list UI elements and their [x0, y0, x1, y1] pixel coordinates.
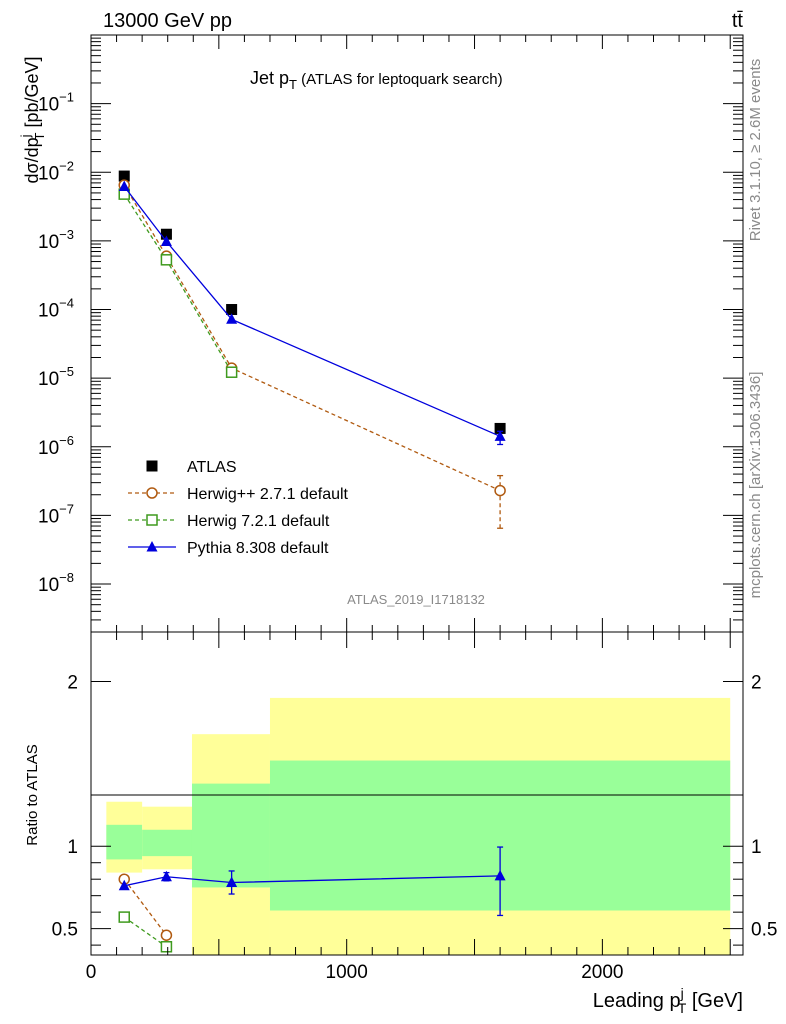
data-point: [118, 911, 130, 923]
data-point: [494, 484, 506, 497]
legend-item-atlas: ATLAS: [146, 459, 237, 476]
legend-item-herwig-2-7-1-default: Herwig++ 2.7.1 default: [128, 486, 349, 503]
uncertainty-band-inner: [191, 783, 270, 888]
data-point: [118, 180, 130, 192]
main-panel: 10−810−710−610−510−410−310−210−1 dσ/dpjT…: [18, 34, 744, 633]
legend: ATLAS Herwig++ 2.7.1 default Herwig 7.2.1 …: [128, 459, 349, 557]
main-y-tick-label: 10−3: [38, 227, 74, 253]
main-y-tick-label: 10−4: [38, 296, 74, 322]
ratio-series-pythia-8-308-default: [118, 846, 506, 917]
legend-item-pythia-8-308-default: Pythia 8.308 default: [128, 540, 329, 557]
legend-label: Herwig++ 2.7.1 default: [187, 486, 349, 503]
main-y-tick-label: 10−7: [38, 501, 74, 527]
ratio-y-tick-label-right: 2: [751, 672, 762, 693]
data-point: [225, 366, 238, 378]
main-y-tick-labels: 10−8 10−7 10−6 10−5 10−4 10−3 10−2 10−1: [38, 90, 74, 596]
uncertainty-band-inner: [106, 824, 143, 860]
main-y-tick-label: 10−1: [38, 90, 74, 116]
ratio-tick-labels: 0.5 0.5 1 1 2 2 0 1000 2000: [52, 672, 778, 983]
rivet-label: Rivet 3.1.10, ≥ 2.6M events: [747, 59, 764, 242]
data-point: [160, 235, 172, 246]
data-point: [494, 422, 506, 434]
series-atlas: [118, 170, 506, 434]
main-y-tick-label: 10−2: [38, 158, 74, 184]
header-left: 13000 GeV pp: [103, 10, 232, 32]
data-point: [226, 876, 238, 887]
series-pythia-8-308-default: [118, 180, 506, 446]
ratio-y-tick-label-right: 1: [751, 837, 762, 858]
ratio-y-tick-label-left: 0.5: [52, 920, 78, 941]
data-point: [226, 313, 238, 324]
legend-marker: [146, 487, 158, 499]
ratio-y-axis-label: Ratio to ATLAS: [24, 744, 41, 845]
ratio-y-tick-label-right: 0.5: [751, 920, 777, 941]
series-line: [123, 916, 167, 948]
series-line: [123, 193, 233, 373]
ratio-series: [118, 846, 506, 953]
main-y-tick-label: 10−6: [38, 433, 74, 459]
legend-item-herwig-7-2-1-default: Herwig 7.2.1 default: [128, 513, 330, 530]
uncertainty-band-inner: [142, 829, 192, 857]
main-series: [118, 170, 506, 529]
legend-marker: [146, 514, 158, 526]
data-point: [160, 929, 173, 941]
legend-marker: [146, 541, 158, 552]
legend-label: Herwig 7.2.1 default: [187, 513, 330, 530]
legend-marker: [146, 460, 158, 472]
ratio-frame: [90, 631, 744, 956]
data-point: [494, 869, 506, 881]
ratio-bands: [106, 697, 731, 955]
series-line: [123, 184, 501, 492]
main-y-tick-label: 10−8: [38, 570, 74, 596]
x-tick-label: 1000: [326, 962, 368, 983]
watermark: ATLAS_2019_I1718132: [347, 592, 485, 607]
data-point: [160, 941, 173, 953]
data-point: [160, 228, 172, 240]
ratio-y-tick-label-left: 2: [67, 672, 78, 693]
data-point: [160, 254, 173, 266]
series-herwig-7-2-1-default: [118, 188, 238, 378]
ratio-series-herwig-7-2-1-default: [118, 911, 173, 953]
main-ticks: [90, 34, 743, 633]
data-point: [494, 430, 506, 441]
legend-label: Pythia 8.308 default: [187, 540, 329, 557]
x-axis-label: Leading pj T [GeV]: [593, 985, 743, 1016]
header-right: tt̄: [732, 10, 744, 32]
x-tick-label: 2000: [581, 962, 623, 983]
series-line: [123, 878, 167, 936]
data-point: [118, 170, 130, 182]
data-point: [160, 870, 172, 882]
ratio-series-herwig-2-7-1-default: [118, 873, 173, 941]
source-label: mcplots.cern.ch [arXiv:1306.3436]: [747, 372, 764, 599]
data-point: [226, 304, 238, 316]
ratio-panel: 0.5 0.5 1 1 2 2 0 1000 2000 Ratio to ATLAS Leadi…: [24, 631, 778, 1016]
legend-label: ATLAS: [187, 459, 237, 476]
ratio-ticks: [90, 632, 743, 955]
series-line: [124, 875, 501, 887]
series-line: [123, 186, 501, 437]
data-point: [118, 879, 130, 891]
x-tick-label: 0: [86, 962, 97, 983]
main-title: Jet pT (ATLAS for leptoquark search): [250, 68, 503, 92]
ratio-y-tick-label-left: 1: [67, 837, 78, 858]
main-y-tick-label: 10−5: [38, 364, 74, 390]
